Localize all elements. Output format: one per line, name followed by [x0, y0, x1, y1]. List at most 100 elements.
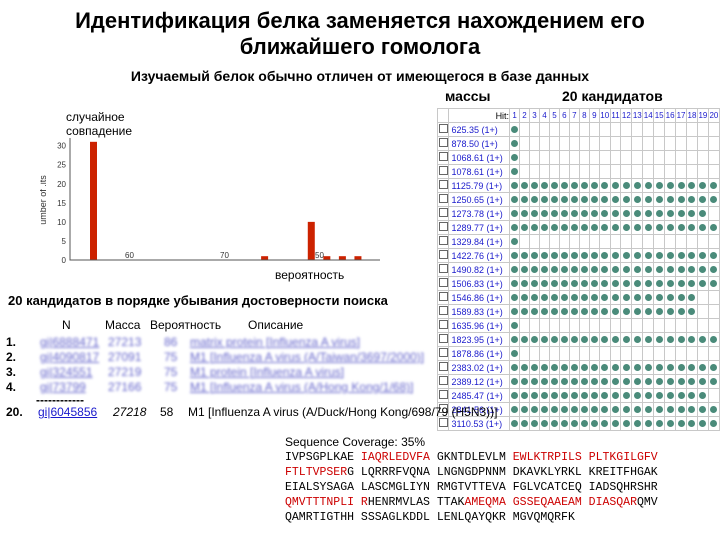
match-dot-icon [699, 405, 707, 413]
match-dot-icon [601, 279, 609, 287]
mass-value[interactable]: 1329.84 (1+) [448, 234, 511, 249]
list-item-desc[interactable]: matrix protein [Influenza A virus] [190, 335, 361, 349]
hit-cell [685, 290, 698, 305]
row-checkbox[interactable] [436, 318, 450, 333]
row-checkbox[interactable] [436, 234, 450, 249]
row-checkbox[interactable] [436, 220, 450, 235]
list-item-desc[interactable]: M1 protein [Influenza A virus] [190, 365, 345, 379]
match-dot-icon [699, 335, 707, 343]
row-checkbox[interactable] [436, 192, 450, 207]
mass-value[interactable]: 1125.79 (1+) [448, 178, 511, 193]
hit-cell [588, 220, 600, 235]
mass-value[interactable]: 1635.96 (1+) [448, 318, 511, 333]
list-item-accession[interactable]: gi|73799 [40, 380, 86, 394]
list-item-accession[interactable]: gi|4090817 [40, 350, 100, 364]
match-dot-icon [560, 195, 568, 203]
histogram-xtick: 60 [125, 251, 134, 260]
hit-column-header[interactable]: 8 [578, 108, 590, 123]
mass-value[interactable]: 2485.47 (1+) [448, 388, 511, 403]
row-checkbox[interactable] [436, 360, 450, 375]
list-item-accession[interactable]: gi|6888471 [40, 335, 100, 349]
match-dot-icon [633, 307, 641, 315]
mass-value[interactable]: 1823.95 (1+) [448, 332, 511, 347]
hit-cell [568, 234, 580, 249]
row-checkbox[interactable] [436, 374, 450, 389]
mass-value[interactable]: 1078.61 (1+) [448, 164, 511, 179]
hit-cell [548, 290, 560, 305]
hit-cell [558, 164, 570, 179]
hit-column-header[interactable]: 3 [529, 108, 540, 123]
mass-value[interactable]: 1490.82 (1+) [448, 262, 511, 277]
mass-value[interactable]: 1546.86 (1+) [448, 290, 511, 305]
mass-value[interactable]: 2389.12 (1+) [448, 374, 511, 389]
row-checkbox[interactable] [436, 332, 450, 347]
hit-column-header[interactable]: 2 [519, 108, 530, 123]
hit-column-header[interactable]: 12 [620, 108, 633, 123]
row-checkbox[interactable] [436, 262, 450, 277]
last-item-accession[interactable]: gi|6045856 [38, 405, 98, 419]
hit-column-header[interactable]: 19 [696, 108, 709, 123]
mass-value[interactable]: 1068.61 (1+) [448, 150, 511, 165]
row-checkbox[interactable] [436, 164, 450, 179]
list-item-desc[interactable]: M1 [Influenza A virus (A/Hong Kong/1/68)… [190, 380, 414, 394]
hit-column-header[interactable]: 11 [609, 108, 622, 123]
hit-column-header[interactable]: 18 [685, 108, 698, 123]
hit-column-header[interactable]: 14 [642, 108, 655, 123]
hit-column-header[interactable]: 1 [509, 108, 521, 123]
hits-row: 1878.86 (1+) [436, 346, 720, 361]
mass-value[interactable]: 625.35 (1+) [448, 122, 511, 137]
row-checkbox[interactable] [436, 178, 450, 193]
hit-cell [685, 318, 698, 333]
match-dot-icon [655, 363, 663, 371]
mass-value[interactable]: 878.50 (1+) [448, 136, 511, 151]
hit-column-header[interactable]: 16 [664, 108, 677, 123]
mass-value[interactable]: 1878.86 (1+) [448, 346, 511, 361]
hit-column-header[interactable]: 15 [653, 108, 666, 123]
hit-column-header[interactable]: 20 [707, 108, 720, 123]
hit-cell [578, 220, 590, 235]
hit-cell [664, 304, 677, 319]
mass-value[interactable]: 1589.83 (1+) [448, 304, 511, 319]
hit-column-header[interactable]: 17 [675, 108, 687, 123]
hit-cell [529, 164, 540, 179]
match-dot-icon [570, 223, 578, 231]
row-checkbox[interactable] [436, 346, 450, 361]
mass-value[interactable]: 1422.76 (1+) [448, 248, 511, 263]
row-checkbox[interactable] [436, 122, 450, 137]
hit-column-header[interactable]: 10 [598, 108, 611, 123]
list-item-desc[interactable]: M1 [Influenza A virus (A/Taiwan/3697/200… [190, 350, 425, 364]
hit-cell [568, 374, 580, 389]
hit-cell [578, 248, 590, 263]
hit-cell [631, 178, 644, 193]
hit-column-header[interactable]: 9 [588, 108, 600, 123]
mass-value[interactable]: 1289.77 (1+) [448, 220, 511, 235]
row-checkbox[interactable] [436, 304, 450, 319]
hit-cell [578, 346, 590, 361]
hit-cell [631, 164, 644, 179]
hit-column-header[interactable]: 6 [558, 108, 570, 123]
hit-column-header[interactable]: 4 [538, 108, 550, 123]
row-checkbox[interactable] [436, 276, 450, 291]
row-checkbox[interactable] [436, 290, 450, 305]
hit-column-header[interactable]: 5 [548, 108, 560, 123]
mass-value[interactable]: 1250.65 (1+) [448, 192, 511, 207]
hit-column-header[interactable]: 7 [568, 108, 580, 123]
hit-column-header[interactable]: 13 [631, 108, 644, 123]
row-checkbox[interactable] [436, 388, 450, 403]
hit-cell [529, 346, 540, 361]
row-checkbox[interactable] [436, 150, 450, 165]
hit-cell [675, 178, 687, 193]
hit-cell [609, 304, 622, 319]
row-checkbox[interactable] [436, 206, 450, 221]
mass-value[interactable]: 1273.78 (1+) [448, 206, 511, 221]
row-checkbox[interactable] [436, 402, 450, 417]
hit-cell [548, 374, 560, 389]
mass-value[interactable]: 2383.02 (1+) [448, 360, 511, 375]
list-item-accession[interactable]: gi|324551 [40, 365, 93, 379]
hit-cell [653, 262, 666, 277]
hit-cell [653, 248, 666, 263]
row-checkbox[interactable] [436, 248, 450, 263]
mass-value[interactable]: 1506.83 (1+) [448, 276, 511, 291]
row-checkbox[interactable] [436, 416, 450, 431]
row-checkbox[interactable] [436, 136, 450, 151]
